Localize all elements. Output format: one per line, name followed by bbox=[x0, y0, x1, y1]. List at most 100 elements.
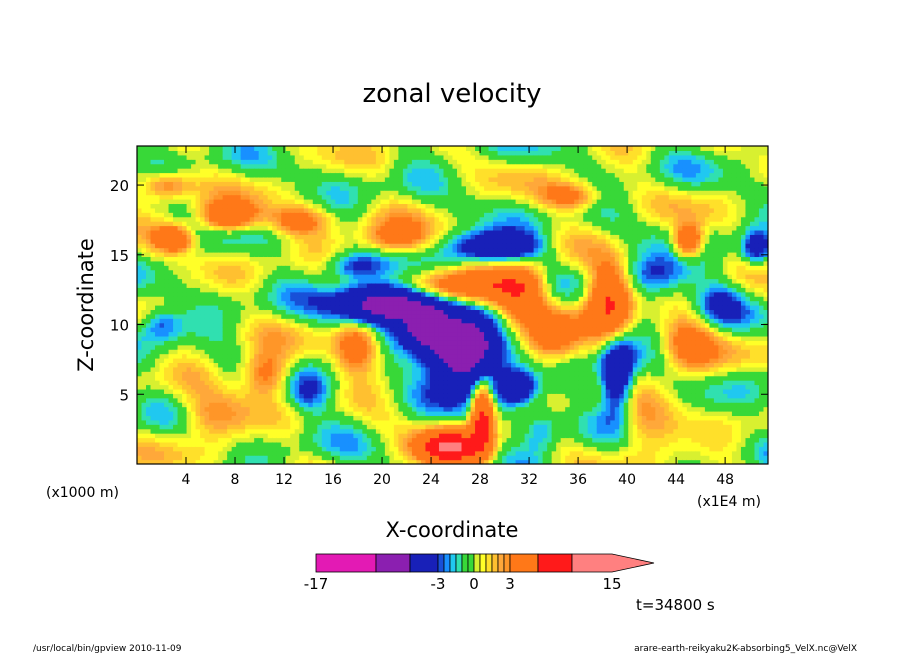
heatmap-cell bbox=[402, 424, 409, 430]
heatmap-cell bbox=[258, 291, 264, 297]
heatmap-cell bbox=[362, 168, 368, 174]
heatmap-cell bbox=[407, 172, 413, 178]
heatmap-cell bbox=[231, 441, 237, 447]
heatmap-cell bbox=[429, 234, 436, 240]
heatmap-cell bbox=[276, 362, 282, 368]
heatmap-cell bbox=[384, 446, 390, 452]
heatmap-cell bbox=[389, 335, 395, 341]
heatmap-cell bbox=[308, 216, 314, 222]
heatmap-cell bbox=[177, 397, 183, 403]
heatmap-cell bbox=[384, 318, 390, 324]
heatmap-cell bbox=[348, 203, 354, 209]
heatmap-cell bbox=[245, 415, 251, 421]
heatmap-cell bbox=[164, 331, 170, 337]
heatmap-cell bbox=[299, 358, 305, 364]
heatmap-cell bbox=[308, 252, 314, 258]
heatmap-cell bbox=[218, 441, 224, 447]
heatmap-cell bbox=[173, 433, 179, 439]
heatmap-cell bbox=[209, 371, 215, 377]
heatmap-cell bbox=[393, 260, 400, 266]
heatmap-cell bbox=[263, 190, 269, 196]
heatmap-cell bbox=[425, 269, 431, 275]
heatmap-cell bbox=[330, 300, 336, 306]
heatmap-cell bbox=[191, 159, 197, 165]
heatmap-cell bbox=[402, 305, 409, 311]
heatmap-cell bbox=[335, 313, 341, 319]
heatmap-cell bbox=[186, 274, 192, 280]
heatmap-cell bbox=[182, 252, 188, 258]
heatmap-cell bbox=[177, 441, 183, 447]
heatmap-cell bbox=[344, 428, 350, 434]
heatmap-cell bbox=[380, 384, 386, 390]
heatmap-cell bbox=[231, 406, 237, 412]
heatmap-cell bbox=[150, 185, 156, 191]
heatmap-cell bbox=[195, 282, 201, 288]
heatmap-cell bbox=[186, 419, 192, 425]
heatmap-cell bbox=[371, 287, 377, 293]
heatmap-cell bbox=[290, 366, 296, 372]
heatmap-cell bbox=[326, 327, 332, 333]
heatmap-cell bbox=[321, 234, 327, 240]
heatmap-cell bbox=[209, 358, 215, 364]
heatmap-cell bbox=[272, 203, 278, 209]
heatmap-cell bbox=[330, 305, 336, 311]
heatmap-cell bbox=[245, 238, 251, 244]
heatmap-cell bbox=[407, 388, 413, 394]
heatmap-cell bbox=[267, 397, 273, 403]
heatmap-cell bbox=[195, 402, 201, 408]
heatmap-cell bbox=[155, 446, 161, 452]
heatmap-cell bbox=[375, 349, 381, 355]
heatmap-cell bbox=[146, 278, 152, 284]
heatmap-cell bbox=[375, 221, 381, 227]
heatmap-cell bbox=[137, 318, 143, 324]
heatmap-cell bbox=[303, 247, 309, 253]
heatmap-cell bbox=[272, 194, 278, 200]
heatmap-cell bbox=[222, 225, 228, 231]
heatmap-cell bbox=[371, 406, 377, 412]
heatmap-cell bbox=[245, 150, 251, 156]
heatmap-cell bbox=[209, 335, 215, 341]
heatmap-cell bbox=[380, 238, 386, 244]
heatmap-cell bbox=[263, 247, 269, 253]
heatmap-cell bbox=[146, 181, 152, 187]
heatmap-cell bbox=[344, 344, 350, 350]
heatmap-cell bbox=[429, 402, 436, 408]
heatmap-cell bbox=[398, 238, 404, 244]
heatmap-cell bbox=[393, 282, 400, 288]
heatmap-cell bbox=[245, 207, 251, 213]
heatmap-cell bbox=[294, 194, 300, 200]
heatmap-cell bbox=[290, 260, 296, 266]
heatmap-cell bbox=[348, 212, 354, 218]
heatmap-cell bbox=[312, 397, 318, 403]
heatmap-cell bbox=[398, 459, 404, 464]
heatmap-cell bbox=[290, 176, 296, 182]
heatmap-cell bbox=[240, 238, 246, 244]
heatmap-cell bbox=[308, 459, 314, 464]
heatmap-cell bbox=[290, 305, 296, 311]
heatmap-cell bbox=[438, 411, 445, 417]
heatmap-cell bbox=[402, 252, 409, 258]
heatmap-cell bbox=[434, 455, 440, 461]
heatmap-cell bbox=[285, 238, 291, 244]
heatmap-cell bbox=[218, 349, 224, 355]
heatmap-cell bbox=[222, 419, 228, 425]
heatmap-cell bbox=[173, 194, 179, 200]
heatmap-cell bbox=[182, 194, 188, 200]
heatmap-cell bbox=[411, 252, 418, 258]
heatmap-cell bbox=[389, 322, 395, 328]
heatmap-cell bbox=[398, 146, 404, 152]
heatmap-cell bbox=[402, 353, 409, 359]
heatmap-cell bbox=[429, 194, 436, 200]
heatmap-cell bbox=[164, 384, 170, 390]
heatmap-cell bbox=[155, 260, 161, 266]
heatmap-cell bbox=[195, 419, 201, 425]
heatmap-cell bbox=[222, 168, 228, 174]
heatmap-cell bbox=[267, 344, 273, 350]
heatmap-cell bbox=[353, 313, 359, 319]
heatmap-cell bbox=[213, 234, 219, 240]
heatmap-cell bbox=[344, 150, 350, 156]
heatmap-cell bbox=[191, 371, 197, 377]
heatmap-cell bbox=[308, 203, 314, 209]
heatmap-cell bbox=[420, 154, 427, 160]
heatmap-cell bbox=[407, 278, 413, 284]
